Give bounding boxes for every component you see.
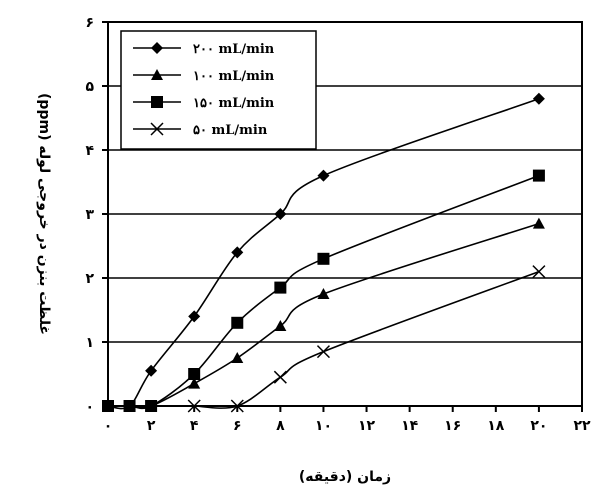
data-point-series-3	[273, 370, 287, 384]
data-point-series-2	[274, 281, 287, 294]
x-axis-ticks: ۰ ۲ ۴ ۶ ۸ ۱۰ ۱۲ ۱۴ ۱۶ ۱۸ ۲۰ ۲۲	[104, 406, 591, 434]
legend-label: ۵۰ mL/min	[193, 123, 268, 138]
legend-label: ۱۵۰ mL/min	[193, 96, 275, 111]
x-tick-label: ۱۶	[444, 418, 461, 434]
data-point-series-0	[532, 92, 545, 105]
data-point-series-0	[274, 208, 287, 220]
series-line-3	[194, 270, 540, 409]
data-point-series-0	[188, 310, 201, 323]
data-point-series-1	[274, 320, 287, 331]
x-tick-label: ۰	[104, 418, 113, 434]
data-point-series-0	[231, 246, 244, 259]
x-tick-label: ۶	[233, 418, 242, 434]
y-tick-label: ۴	[85, 143, 94, 159]
data-point-series-1	[231, 352, 244, 363]
x-tick-label: ۲	[147, 418, 156, 434]
x-tick-label: ۱۴	[401, 418, 419, 434]
y-tick-label: ۰	[85, 399, 94, 415]
y-tick-label: ۵	[85, 79, 94, 95]
legend-label: ۲۰۰ mL/min	[193, 42, 275, 57]
x-tick-label: ۱۰	[315, 418, 332, 434]
x-tick-label: ۱۲	[358, 418, 376, 434]
x-tick-label: ۲۲	[573, 418, 591, 434]
x-tick-label: ۱۸	[487, 418, 505, 434]
legend-marker	[151, 96, 163, 108]
legend-marker	[151, 42, 163, 54]
data-point-series-0	[145, 364, 158, 377]
y-axis-ticks: ۰ ۱ ۲ ۳ ۴ ۵ ۶	[85, 15, 108, 415]
data-point-series-1	[317, 288, 330, 299]
legend-marker	[150, 122, 164, 136]
data-point-series-0	[317, 169, 330, 182]
x-tick-label: ۲۰	[530, 418, 547, 434]
y-axis-title: غلظت بنزن در خروجی لوله (ppm)	[36, 93, 52, 335]
data-point-series-2	[532, 169, 545, 182]
x-tick-label: ۸	[276, 418, 285, 434]
y-tick-label: ۶	[85, 15, 94, 31]
y-tick-label: ۳	[85, 207, 94, 223]
legend-label: ۱۰۰ mL/min	[193, 69, 275, 84]
data-point-series-2	[317, 252, 330, 265]
data-point-series-1	[188, 377, 201, 389]
legend-marker	[151, 69, 163, 80]
data-point-series-3	[532, 265, 546, 279]
x-tick-label: ۴	[190, 418, 199, 434]
x-axis-title: زمان (دقیقه)	[299, 469, 391, 485]
y-tick-label: ۱	[85, 335, 94, 351]
y-tick-label: ۲	[85, 271, 94, 287]
data-point-series-1	[532, 217, 545, 229]
series-line-1	[108, 222, 540, 409]
data-point-series-2	[188, 368, 201, 380]
data-point-series-3	[316, 345, 330, 359]
legend: ۲۰۰ mL/min ۱۰۰ mL/min ۱۵۰ mL/min ۵۰ mL/min	[120, 30, 317, 150]
data-point-series-2	[231, 316, 244, 329]
